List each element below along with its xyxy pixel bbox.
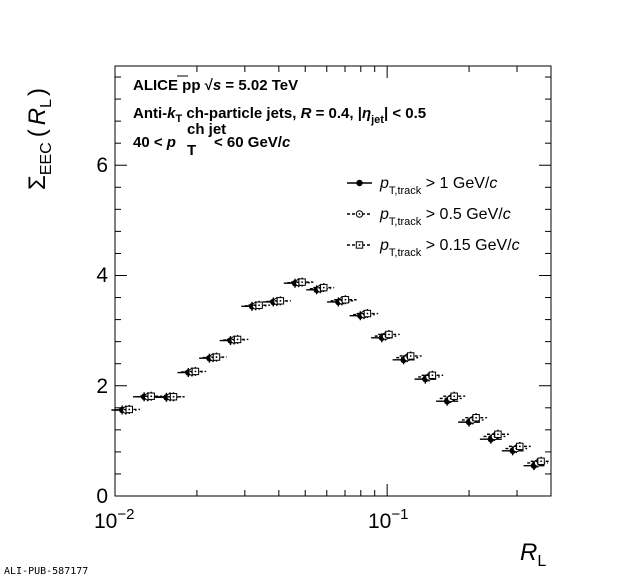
legend-label-2: pT,track > 0.5 GeV/c — [379, 206, 511, 228]
y-tick-label: 2 — [96, 375, 108, 398]
data-point-dot — [150, 395, 153, 398]
y-axis-label: ΣEEC(RL) — [24, 88, 55, 190]
x-axis-label: RL — [520, 539, 546, 570]
legend-marker-3-dot — [358, 244, 361, 246]
publication-id: ALI-PUB-587177 — [4, 566, 89, 577]
data-point-dot — [409, 355, 412, 357]
annotation-pt-superscript: ch jet — [187, 121, 226, 138]
data-point-dot — [258, 304, 261, 307]
data-point-dot — [366, 312, 369, 315]
data-point-dot — [301, 281, 304, 284]
plot-frame — [114, 65, 552, 497]
series-3 — [118, 277, 552, 466]
data-point-dot — [194, 370, 197, 373]
data-point-dot — [128, 408, 131, 411]
axis-ticks — [114, 66, 552, 497]
data-point-dot — [279, 299, 282, 302]
annotation-collaboration: ALICE pp √s = 5.02 TeV — [133, 77, 298, 94]
data-point-dot — [475, 416, 478, 419]
legend-marker-1 — [356, 179, 363, 187]
data-point-dot — [172, 395, 175, 398]
legend-symbols — [347, 179, 372, 249]
data-point-dot — [431, 374, 434, 377]
legend-marker-2-dot — [358, 213, 361, 215]
data-point-dot — [322, 286, 325, 289]
data-point-dot — [236, 338, 239, 341]
annotation-pt-subscript: T — [187, 142, 196, 159]
x-tick-label: 10−1 — [368, 506, 408, 533]
series-1 — [111, 278, 545, 471]
y-tick-label: 4 — [96, 264, 108, 287]
annotation-pt-range: 40 < p — [133, 134, 176, 151]
x-tick-label: 10−2 — [94, 506, 134, 533]
annotation-pt-rest: < 60 GeV/c — [214, 134, 291, 151]
data-point-dot — [215, 356, 218, 358]
data-point-dot — [344, 298, 347, 301]
annotation-jets: Anti-kT ch-particle jets, R = 0.4, |ηjet… — [133, 105, 426, 126]
legend: pT,track > 1 GeV/c pT,track > 0.5 GeV/c … — [347, 175, 520, 259]
legend-label-3: pT,track > 0.15 GeV/c — [379, 237, 520, 259]
data-marks — [111, 277, 552, 471]
data-point-dot — [388, 333, 390, 336]
y-tick-label: 6 — [96, 154, 108, 177]
data-point-dot — [540, 460, 542, 463]
data-point-dot — [518, 445, 521, 448]
y-tick-label: 0 — [96, 485, 108, 508]
data-point-dot — [453, 395, 456, 398]
data-point-dot — [497, 433, 499, 436]
legend-label-1: pT,track > 1 GeV/c — [379, 175, 497, 197]
